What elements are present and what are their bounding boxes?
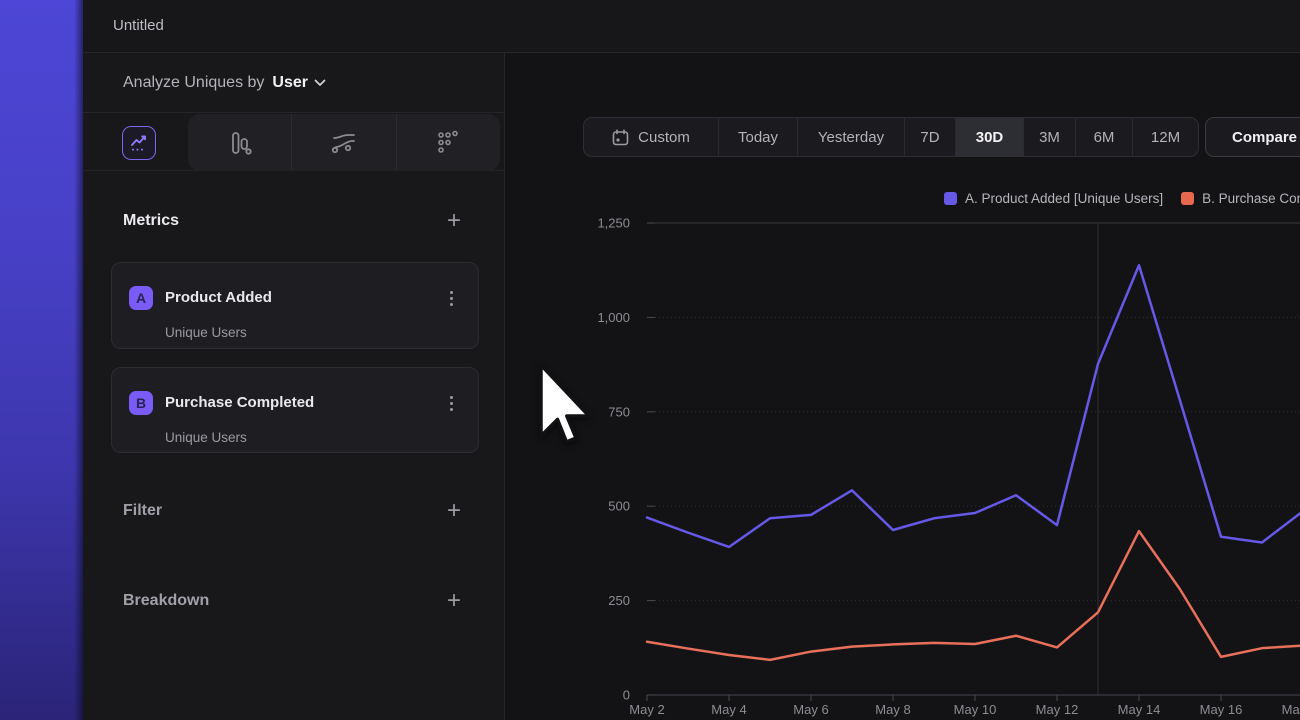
svg-text:0: 0 xyxy=(623,688,630,703)
svg-text:May 14: May 14 xyxy=(1118,702,1161,717)
svg-text:May 16: May 16 xyxy=(1200,702,1243,717)
svg-text:250: 250 xyxy=(608,593,630,608)
svg-text:May 6: May 6 xyxy=(793,702,828,717)
svg-text:750: 750 xyxy=(608,404,630,419)
svg-text:500: 500 xyxy=(608,499,630,514)
svg-text:May 8: May 8 xyxy=(875,702,910,717)
analytics-app: { "window": { "title": "Untitled" }, "si… xyxy=(0,0,1300,720)
analytics-line-chart[interactable]: 0 250 500 750 1,000 1,250 May 2 May 4 May 6 May 8… xyxy=(0,0,1300,720)
svg-text:May 4: May 4 xyxy=(711,702,746,717)
svg-text:May 12: May 12 xyxy=(1036,702,1079,717)
svg-text:1,250: 1,250 xyxy=(597,216,630,231)
svg-text:May 10: May 10 xyxy=(954,702,997,717)
svg-text:May 18: May 18 xyxy=(1282,702,1300,717)
svg-text:1,000: 1,000 xyxy=(597,310,630,325)
svg-text:May 2: May 2 xyxy=(629,702,664,717)
